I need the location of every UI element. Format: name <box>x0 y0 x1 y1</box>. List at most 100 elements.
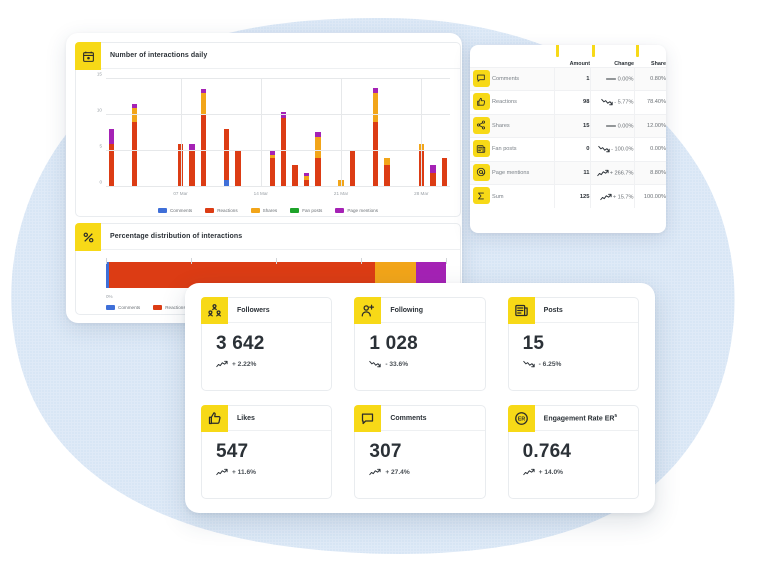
chart-bar-segment <box>200 93 207 116</box>
dashboard-card: Number of interactions daily 0 5 10 15 07 Ma… <box>66 33 462 323</box>
stat-card[interactable]: Following 1 028 - 33.6% <box>354 297 486 391</box>
row-share: 78.40% <box>633 90 666 114</box>
table-row[interactable]: Fan posts 0 - 100.0% 0.00% <box>470 137 666 161</box>
row-name: Sum <box>492 184 554 208</box>
chart-bar <box>441 158 447 187</box>
stat-card-delta: - 6.25% <box>522 360 638 368</box>
stat-card[interactable]: Followers 3 642 + 2.22% <box>201 297 333 391</box>
header-share: Share <box>634 45 666 67</box>
row-amount: 98 <box>553 90 590 114</box>
stat-card-delta: + 11.6% <box>216 468 331 476</box>
chart-bar-segment <box>372 93 379 123</box>
table-row[interactable]: Shares 15 0.00% 12.00% <box>470 113 666 138</box>
legend-swatch <box>153 305 163 310</box>
followers-icon <box>201 297 228 324</box>
chart-bar-segment <box>108 129 115 144</box>
chart-bar-segment <box>108 143 115 187</box>
legend-item[interactable]: Page mentions <box>335 208 378 213</box>
stat-card-body: 547 + 11.6% <box>202 431 331 498</box>
chart-bar-segment <box>223 179 230 187</box>
metrics-table: Amount Change Share Comments 1 0.00% 0.8… <box>470 45 666 208</box>
row-name: Fan posts <box>492 137 554 161</box>
pct-panel-header: Percentage distribution of interactions <box>75 223 460 251</box>
chart-body: 0 5 10 15 07 Mar 14 Mar 21 Mar 28 Mar Comments R… <box>76 69 460 217</box>
row-icon-cell <box>470 90 492 114</box>
legend-swatch <box>157 208 167 213</box>
legend-item[interactable]: Comments <box>157 208 193 213</box>
legend-item[interactable]: Reactions <box>205 208 238 213</box>
newspaper-icon <box>472 140 490 157</box>
chart-plot-area: 0 5 10 15 07 Mar 14 Mar 21 Mar 28 Mar <box>97 72 450 196</box>
interactions-chart-panel: Number of interactions daily 0 5 10 15 07 Ma… <box>75 42 461 217</box>
chart-bar-segment <box>131 107 138 123</box>
pct-panel-title: Percentage distribution of interactions <box>110 233 243 240</box>
x-gridline <box>260 79 262 187</box>
row-share: 0.00% <box>633 137 666 161</box>
metrics-table-card: Amount Change Share Comments 1 0.00% 0.8… <box>470 45 666 233</box>
newspaper-icon <box>507 297 535 324</box>
stat-card-header: Followers <box>201 297 332 324</box>
chart-legend: Comments Reactions Shares Fan posts Page men… <box>76 208 460 213</box>
row-change: - 100.0% <box>589 137 634 161</box>
row-change: + 266.7% <box>589 160 634 185</box>
pct-zero-label: 0% <box>106 294 113 299</box>
legend-item[interactable]: Shares <box>250 208 277 213</box>
pct-legend-item[interactable]: Comments <box>106 305 140 310</box>
y-axis-tick: 15 <box>96 71 102 77</box>
row-amount: 1 <box>553 66 590 91</box>
stat-card-header: Posts <box>507 297 638 324</box>
chart-bar-segment <box>131 103 138 108</box>
legend-label: Reactions <box>165 305 186 310</box>
row-share: 100.00% <box>633 184 666 208</box>
chart-bars <box>106 79 450 187</box>
legend-item[interactable]: Fan posts <box>290 208 322 213</box>
at-sign-icon <box>472 163 490 181</box>
row-change: + 15.7% <box>589 184 634 208</box>
row-icon-cell <box>470 113 492 138</box>
pct-legend-item[interactable]: Reactions <box>153 305 186 310</box>
legend-label: Comments <box>169 208 193 213</box>
sigma-icon <box>472 187 490 205</box>
stat-card[interactable]: Comments 307 + 27.4% <box>354 405 486 499</box>
stat-card-body: 0.764 + 14.0% <box>509 431 638 498</box>
stat-card[interactable]: Posts 15 - 6.25% <box>507 297 639 391</box>
chart-bar <box>384 158 390 187</box>
table-row[interactable]: Reactions 98 - 5.77% 78.40% <box>470 90 666 114</box>
header-change: Change <box>590 45 634 67</box>
chart-bar-segment <box>189 143 195 152</box>
chart-bar-segment <box>131 122 138 187</box>
thumbs-up-icon <box>201 405 228 432</box>
stat-card-delta: + 27.4% <box>369 468 484 476</box>
gridline <box>106 78 450 79</box>
y-axis-tick: 10 <box>96 107 102 113</box>
chart-bar-segment <box>430 172 436 187</box>
stat-card-label: Following <box>390 306 423 314</box>
row-share: 12.00% <box>633 113 666 138</box>
chart-bar-segment <box>372 87 379 94</box>
table-row[interactable]: Comments 1 0.00% 0.80% <box>470 66 666 91</box>
pct-legend: Comments Reactions <box>106 305 186 310</box>
user-plus-icon <box>354 297 382 324</box>
row-icon-cell <box>470 137 492 161</box>
x-axis-tick: 07 Mar <box>173 191 188 196</box>
chart-bar <box>292 165 298 187</box>
chart-bar-segment <box>372 122 379 187</box>
chart-bar-segment <box>269 158 275 187</box>
stat-card[interactable]: ER Engagement Rate ER5 0.764 + 14.0% <box>507 405 639 499</box>
legend-swatch <box>106 305 115 310</box>
stat-card[interactable]: Likes 547 + 11.6% <box>201 405 333 499</box>
row-amount: 0 <box>553 137 590 161</box>
stat-card-value: 15 <box>522 333 545 354</box>
table-row[interactable]: Sum 125 + 15.7% 100.00% <box>470 184 666 208</box>
row-change: 0.00% <box>589 113 634 138</box>
chart-bar <box>303 173 310 187</box>
row-icon-cell <box>470 160 492 185</box>
stat-card-label: Likes <box>237 414 255 422</box>
legend-label: Reactions <box>217 208 238 213</box>
chart-bar-segment <box>315 132 321 137</box>
stat-card-label: Followers <box>237 306 270 314</box>
chart-bar <box>269 151 275 187</box>
table-row[interactable]: Page mentions 11 + 266.7% 8.80% <box>470 160 666 185</box>
gridline <box>106 114 450 116</box>
chart-bar-segment <box>200 89 207 94</box>
